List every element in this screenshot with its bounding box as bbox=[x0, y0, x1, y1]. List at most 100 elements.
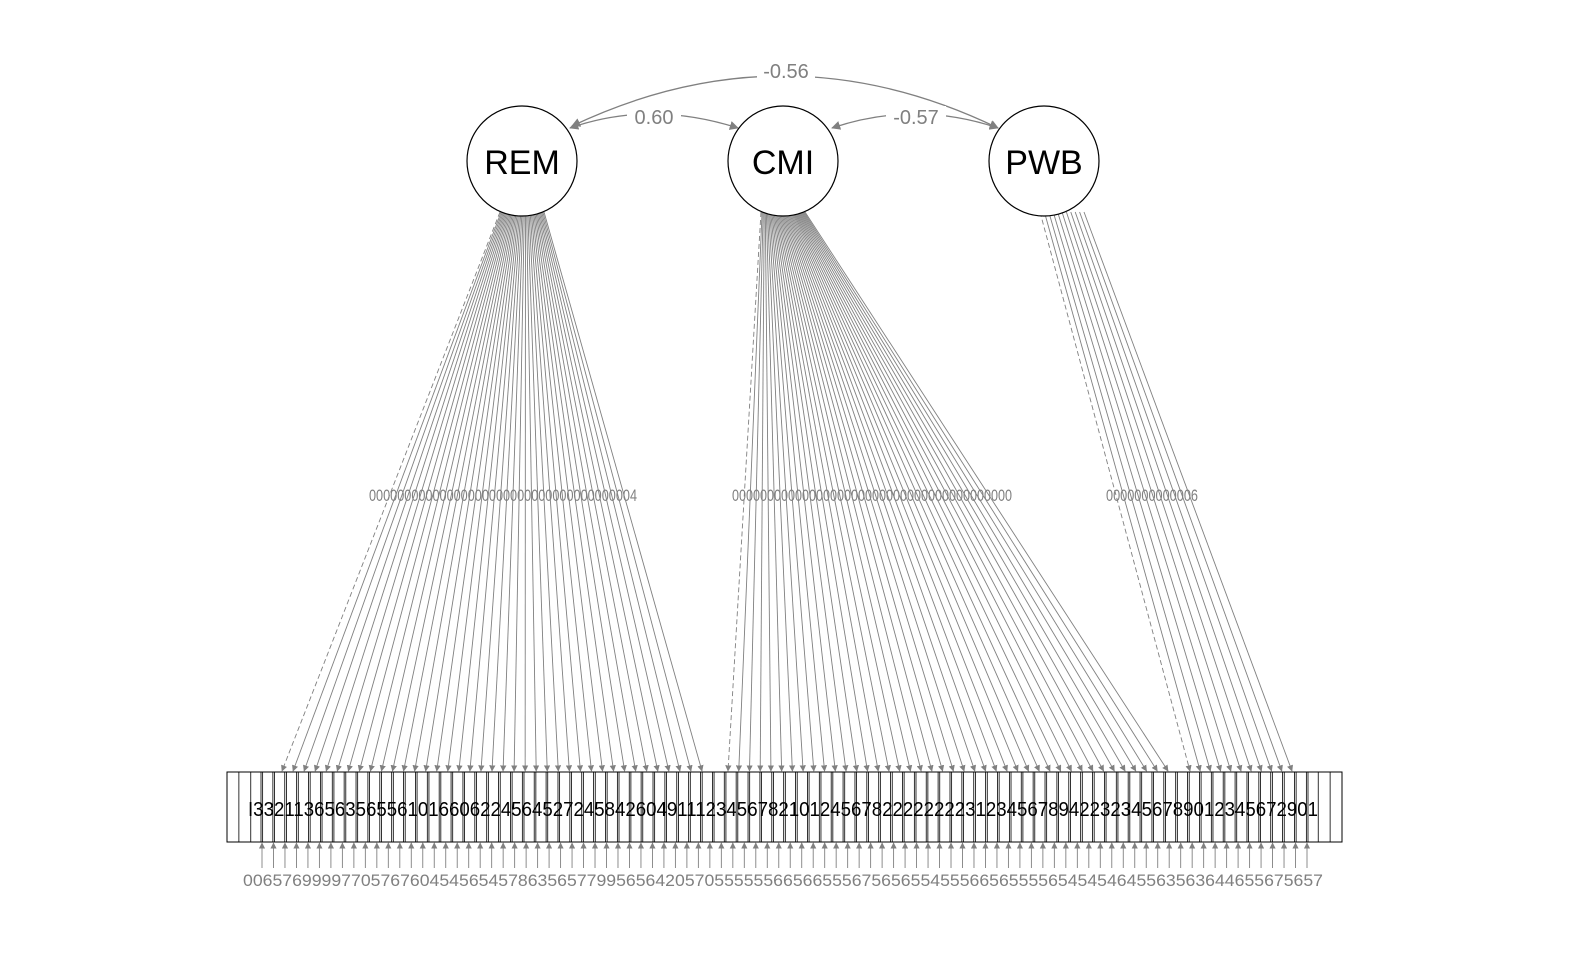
observed-variable-box bbox=[1307, 771, 1343, 843]
cov-label-bg bbox=[757, 60, 815, 82]
loading-edge-cmi bbox=[777, 211, 902, 772]
loading-edge-pwb bbox=[1061, 211, 1243, 772]
latent-label-rem: REM bbox=[484, 144, 560, 182]
loading-edge-cmi bbox=[787, 211, 998, 772]
loading-edge-rem bbox=[500, 211, 524, 772]
loading-edge-rem bbox=[335, 211, 507, 772]
loading-edge-rem bbox=[530, 211, 584, 772]
loading-edge-cmi bbox=[765, 211, 785, 772]
loading-edge-cmi bbox=[785, 211, 976, 772]
loading-edge-rem bbox=[531, 211, 595, 772]
loading-edge-rem bbox=[401, 211, 514, 772]
loading-edge-rem bbox=[423, 211, 516, 772]
latent-label-pwb: PWB bbox=[1005, 144, 1082, 182]
loading-edge-rem bbox=[529, 211, 573, 772]
latent-node-cmi bbox=[727, 105, 839, 217]
loading-edge-rem bbox=[456, 211, 519, 772]
loading-edge-cmi bbox=[782, 211, 945, 772]
loading-edge-rem bbox=[526, 211, 540, 772]
loading-edge-cmi bbox=[794, 211, 1072, 772]
loading-edge-pwb bbox=[1083, 211, 1293, 772]
loading-edge-cmi bbox=[791, 211, 1040, 772]
loading-edge-cmi bbox=[778, 211, 913, 772]
latent-node-rem bbox=[466, 105, 578, 217]
loading-edge-rem bbox=[390, 211, 513, 772]
loading-labels-pwb: 0000000000006 bbox=[1106, 486, 1198, 505]
observed-variable-labels: I332113656356556101660622456452724584260… bbox=[248, 799, 1318, 821]
loading-edge-cmi bbox=[766, 211, 796, 772]
latent-node-pwb bbox=[988, 105, 1100, 217]
observed-variable-boxes bbox=[226, 771, 1343, 843]
loading-edge-rem bbox=[324, 211, 506, 772]
loading-edge-cmi bbox=[779, 211, 923, 772]
cov-label-bg bbox=[886, 106, 946, 128]
loading-edge-rem bbox=[511, 211, 525, 772]
loading-edge-pwb bbox=[1048, 211, 1212, 772]
loading-edge-pwb bbox=[1039, 211, 1192, 772]
loading-edge-cmi bbox=[797, 211, 1094, 772]
covariance-label-cmi-pwb: -0.57 bbox=[893, 107, 939, 129]
loading-edge-cmi bbox=[799, 211, 1115, 772]
loading-edge-pwb bbox=[1074, 211, 1273, 772]
loading-edge-rem bbox=[538, 211, 660, 772]
loading-edge-cmi bbox=[786, 211, 987, 772]
loading-edge-cmi bbox=[768, 211, 806, 772]
loading-edge-rem bbox=[313, 211, 504, 772]
loading-edge-rem bbox=[412, 211, 515, 772]
loading-edge-rem bbox=[368, 211, 510, 772]
loading-edge-cmi bbox=[770, 211, 828, 772]
loading-edge-rem bbox=[528, 211, 562, 772]
loading-edge-rem bbox=[346, 211, 508, 772]
loading-edge-rem bbox=[543, 211, 704, 772]
loading-edge-cmi bbox=[803, 211, 1158, 772]
loading-edge-pwb bbox=[1070, 211, 1263, 772]
loading-edge-cmi bbox=[780, 211, 934, 772]
loading-edge-rem bbox=[542, 211, 693, 772]
loading-edge-cmi bbox=[800, 211, 1126, 772]
loading-edge-cmi bbox=[775, 211, 881, 772]
loading-edge-rem bbox=[478, 211, 522, 772]
loading-edge-pwb bbox=[1079, 211, 1283, 772]
covariance-label-rem-cmi: 0.60 bbox=[635, 107, 674, 129]
loading-edge-cmi bbox=[790, 211, 1030, 772]
loading-edge-cmi bbox=[793, 211, 1062, 772]
factor-loading-edges bbox=[281, 211, 1293, 772]
loading-edge-rem bbox=[533, 211, 605, 772]
loading-edge-rem bbox=[536, 211, 638, 772]
loading-edge-pwb bbox=[1057, 211, 1233, 772]
loading-edge-rem bbox=[537, 211, 649, 772]
loading-edge-pwb bbox=[1065, 211, 1253, 772]
loading-edge-rem bbox=[292, 211, 502, 772]
loading-edge-rem bbox=[540, 211, 671, 772]
loading-edge-cmi bbox=[746, 211, 764, 772]
loading-edge-rem bbox=[541, 211, 682, 772]
residual-arrows bbox=[258, 842, 1311, 868]
loading-edge-rem bbox=[534, 211, 616, 772]
loading-edge-cmi bbox=[773, 211, 860, 772]
loading-edge-rem bbox=[445, 211, 518, 772]
loading-edge-cmi bbox=[792, 211, 1051, 772]
loading-edge-pwb bbox=[1043, 211, 1202, 772]
loading-edge-rem bbox=[535, 211, 627, 772]
loading-edge-cmi bbox=[725, 211, 762, 772]
loading-edge-cmi bbox=[789, 211, 1019, 772]
loading-edge-rem bbox=[527, 211, 551, 772]
loading-edge-cmi bbox=[769, 211, 817, 772]
loading-edge-cmi bbox=[784, 211, 966, 772]
loading-edge-cmi bbox=[804, 211, 1169, 772]
loading-labels-rem: 00000000000000000000000000000000000004 bbox=[369, 486, 637, 505]
covariance-label-rem-pwb: -0.56 bbox=[763, 61, 809, 83]
loading-edge-rem bbox=[467, 211, 521, 772]
loading-edge-rem bbox=[434, 211, 517, 772]
loading-edge-rem bbox=[303, 211, 503, 772]
loading-edge-cmi bbox=[772, 211, 849, 772]
latent-label-cmi: CMI bbox=[752, 144, 814, 182]
loading-edge-cmi bbox=[796, 211, 1083, 772]
loading-edge-cmi bbox=[783, 211, 955, 772]
loading-edge-cmi bbox=[764, 211, 775, 772]
loading-edge-cmi bbox=[801, 211, 1137, 772]
loading-edge-cmi bbox=[802, 211, 1147, 772]
loading-edge-cmi bbox=[774, 211, 870, 772]
